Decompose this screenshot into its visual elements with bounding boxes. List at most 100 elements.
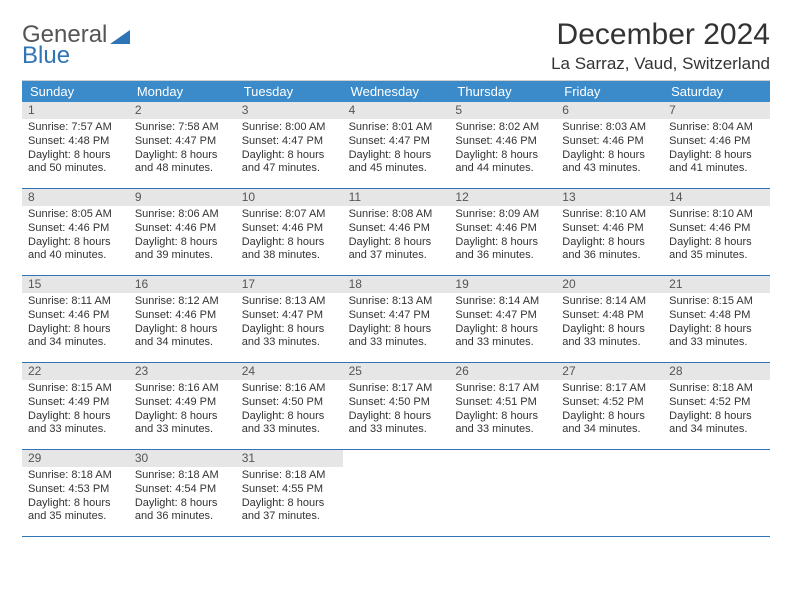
day-ss: Sunset: 4:49 PM [135, 396, 230, 410]
day-ss: Sunset: 4:46 PM [242, 222, 337, 236]
day-cell: 11Sunrise: 8:08 AMSunset: 4:46 PMDayligh… [343, 189, 450, 275]
day-d1: Daylight: 8 hours [669, 236, 764, 250]
day-cell: 29Sunrise: 8:18 AMSunset: 4:53 PMDayligh… [22, 450, 129, 536]
day-number [663, 450, 770, 465]
day-sr: Sunrise: 8:17 AM [455, 382, 550, 396]
day-d2: and 34 minutes. [28, 336, 123, 350]
day-sr: Sunrise: 8:07 AM [242, 208, 337, 222]
day-sr: Sunrise: 8:14 AM [562, 295, 657, 309]
day-d1: Daylight: 8 hours [669, 410, 764, 424]
day-ss: Sunset: 4:47 PM [349, 135, 444, 149]
day-d1: Daylight: 8 hours [455, 149, 550, 163]
day-sr: Sunrise: 8:10 AM [669, 208, 764, 222]
day-cell [343, 450, 450, 536]
day-number: 22 [22, 363, 129, 380]
day-d1: Daylight: 8 hours [242, 236, 337, 250]
logo-triangle-icon [110, 30, 130, 44]
day-ss: Sunset: 4:46 PM [455, 222, 550, 236]
dow-cell: Sunday [22, 81, 129, 102]
day-d2: and 41 minutes. [669, 162, 764, 176]
day-d2: and 33 minutes. [455, 423, 550, 437]
day-d2: and 33 minutes. [455, 336, 550, 350]
day-number: 26 [449, 363, 556, 380]
day-sr: Sunrise: 8:15 AM [28, 382, 123, 396]
day-cell: 5Sunrise: 8:02 AMSunset: 4:46 PMDaylight… [449, 102, 556, 188]
day-ss: Sunset: 4:48 PM [669, 309, 764, 323]
day-sr: Sunrise: 8:09 AM [455, 208, 550, 222]
day-cell: 24Sunrise: 8:16 AMSunset: 4:50 PMDayligh… [236, 363, 343, 449]
day-number: 19 [449, 276, 556, 293]
day-ss: Sunset: 4:49 PM [28, 396, 123, 410]
day-d2: and 33 minutes. [349, 336, 444, 350]
day-number: 13 [556, 189, 663, 206]
day-sr: Sunrise: 8:08 AM [349, 208, 444, 222]
week-row: 22Sunrise: 8:15 AMSunset: 4:49 PMDayligh… [22, 363, 770, 450]
day-d1: Daylight: 8 hours [349, 236, 444, 250]
day-ss: Sunset: 4:46 PM [28, 222, 123, 236]
day-d2: and 43 minutes. [562, 162, 657, 176]
day-number: 27 [556, 363, 663, 380]
day-d2: and 45 minutes. [349, 162, 444, 176]
day-sr: Sunrise: 8:16 AM [242, 382, 337, 396]
day-cell [556, 450, 663, 536]
day-of-week-row: SundayMondayTuesdayWednesdayThursdayFrid… [22, 81, 770, 102]
day-ss: Sunset: 4:52 PM [562, 396, 657, 410]
day-number: 7 [663, 102, 770, 119]
day-d1: Daylight: 8 hours [242, 323, 337, 337]
day-sr: Sunrise: 8:10 AM [562, 208, 657, 222]
day-ss: Sunset: 4:46 PM [562, 135, 657, 149]
day-d1: Daylight: 8 hours [349, 410, 444, 424]
day-d2: and 47 minutes. [242, 162, 337, 176]
dow-cell: Thursday [449, 81, 556, 102]
day-d1: Daylight: 8 hours [349, 149, 444, 163]
day-cell: 28Sunrise: 8:18 AMSunset: 4:52 PMDayligh… [663, 363, 770, 449]
day-cell: 8Sunrise: 8:05 AMSunset: 4:46 PMDaylight… [22, 189, 129, 275]
day-number: 28 [663, 363, 770, 380]
day-ss: Sunset: 4:47 PM [242, 135, 337, 149]
day-d1: Daylight: 8 hours [28, 149, 123, 163]
day-sr: Sunrise: 8:17 AM [349, 382, 444, 396]
day-d1: Daylight: 8 hours [28, 497, 123, 511]
day-cell: 31Sunrise: 8:18 AMSunset: 4:55 PMDayligh… [236, 450, 343, 536]
day-d1: Daylight: 8 hours [135, 323, 230, 337]
day-sr: Sunrise: 8:18 AM [135, 469, 230, 483]
week-row: 1Sunrise: 7:57 AMSunset: 4:48 PMDaylight… [22, 102, 770, 189]
day-ss: Sunset: 4:46 PM [669, 135, 764, 149]
title-location: La Sarraz, Vaud, Switzerland [551, 54, 770, 74]
day-ss: Sunset: 4:46 PM [669, 222, 764, 236]
day-d1: Daylight: 8 hours [135, 497, 230, 511]
day-number: 6 [556, 102, 663, 119]
day-d1: Daylight: 8 hours [28, 323, 123, 337]
day-d1: Daylight: 8 hours [669, 323, 764, 337]
day-cell: 20Sunrise: 8:14 AMSunset: 4:48 PMDayligh… [556, 276, 663, 362]
day-d1: Daylight: 8 hours [562, 410, 657, 424]
day-d2: and 33 minutes. [349, 423, 444, 437]
day-d1: Daylight: 8 hours [135, 410, 230, 424]
day-cell: 7Sunrise: 8:04 AMSunset: 4:46 PMDaylight… [663, 102, 770, 188]
day-sr: Sunrise: 8:18 AM [242, 469, 337, 483]
week-row: 8Sunrise: 8:05 AMSunset: 4:46 PMDaylight… [22, 189, 770, 276]
day-cell [449, 450, 556, 536]
day-d2: and 39 minutes. [135, 249, 230, 263]
day-d1: Daylight: 8 hours [669, 149, 764, 163]
week-row: 29Sunrise: 8:18 AMSunset: 4:53 PMDayligh… [22, 450, 770, 537]
day-ss: Sunset: 4:48 PM [562, 309, 657, 323]
day-d2: and 48 minutes. [135, 162, 230, 176]
day-ss: Sunset: 4:46 PM [135, 309, 230, 323]
day-d2: and 34 minutes. [562, 423, 657, 437]
day-number [449, 450, 556, 465]
day-d2: and 36 minutes. [455, 249, 550, 263]
day-d1: Daylight: 8 hours [562, 236, 657, 250]
day-cell: 19Sunrise: 8:14 AMSunset: 4:47 PMDayligh… [449, 276, 556, 362]
day-d1: Daylight: 8 hours [28, 236, 123, 250]
day-cell: 4Sunrise: 8:01 AMSunset: 4:47 PMDaylight… [343, 102, 450, 188]
day-sr: Sunrise: 8:13 AM [242, 295, 337, 309]
day-cell: 17Sunrise: 8:13 AMSunset: 4:47 PMDayligh… [236, 276, 343, 362]
day-d2: and 34 minutes. [135, 336, 230, 350]
day-cell: 21Sunrise: 8:15 AMSunset: 4:48 PMDayligh… [663, 276, 770, 362]
day-number: 18 [343, 276, 450, 293]
dow-cell: Saturday [663, 81, 770, 102]
day-number: 20 [556, 276, 663, 293]
day-d1: Daylight: 8 hours [349, 323, 444, 337]
day-number: 21 [663, 276, 770, 293]
